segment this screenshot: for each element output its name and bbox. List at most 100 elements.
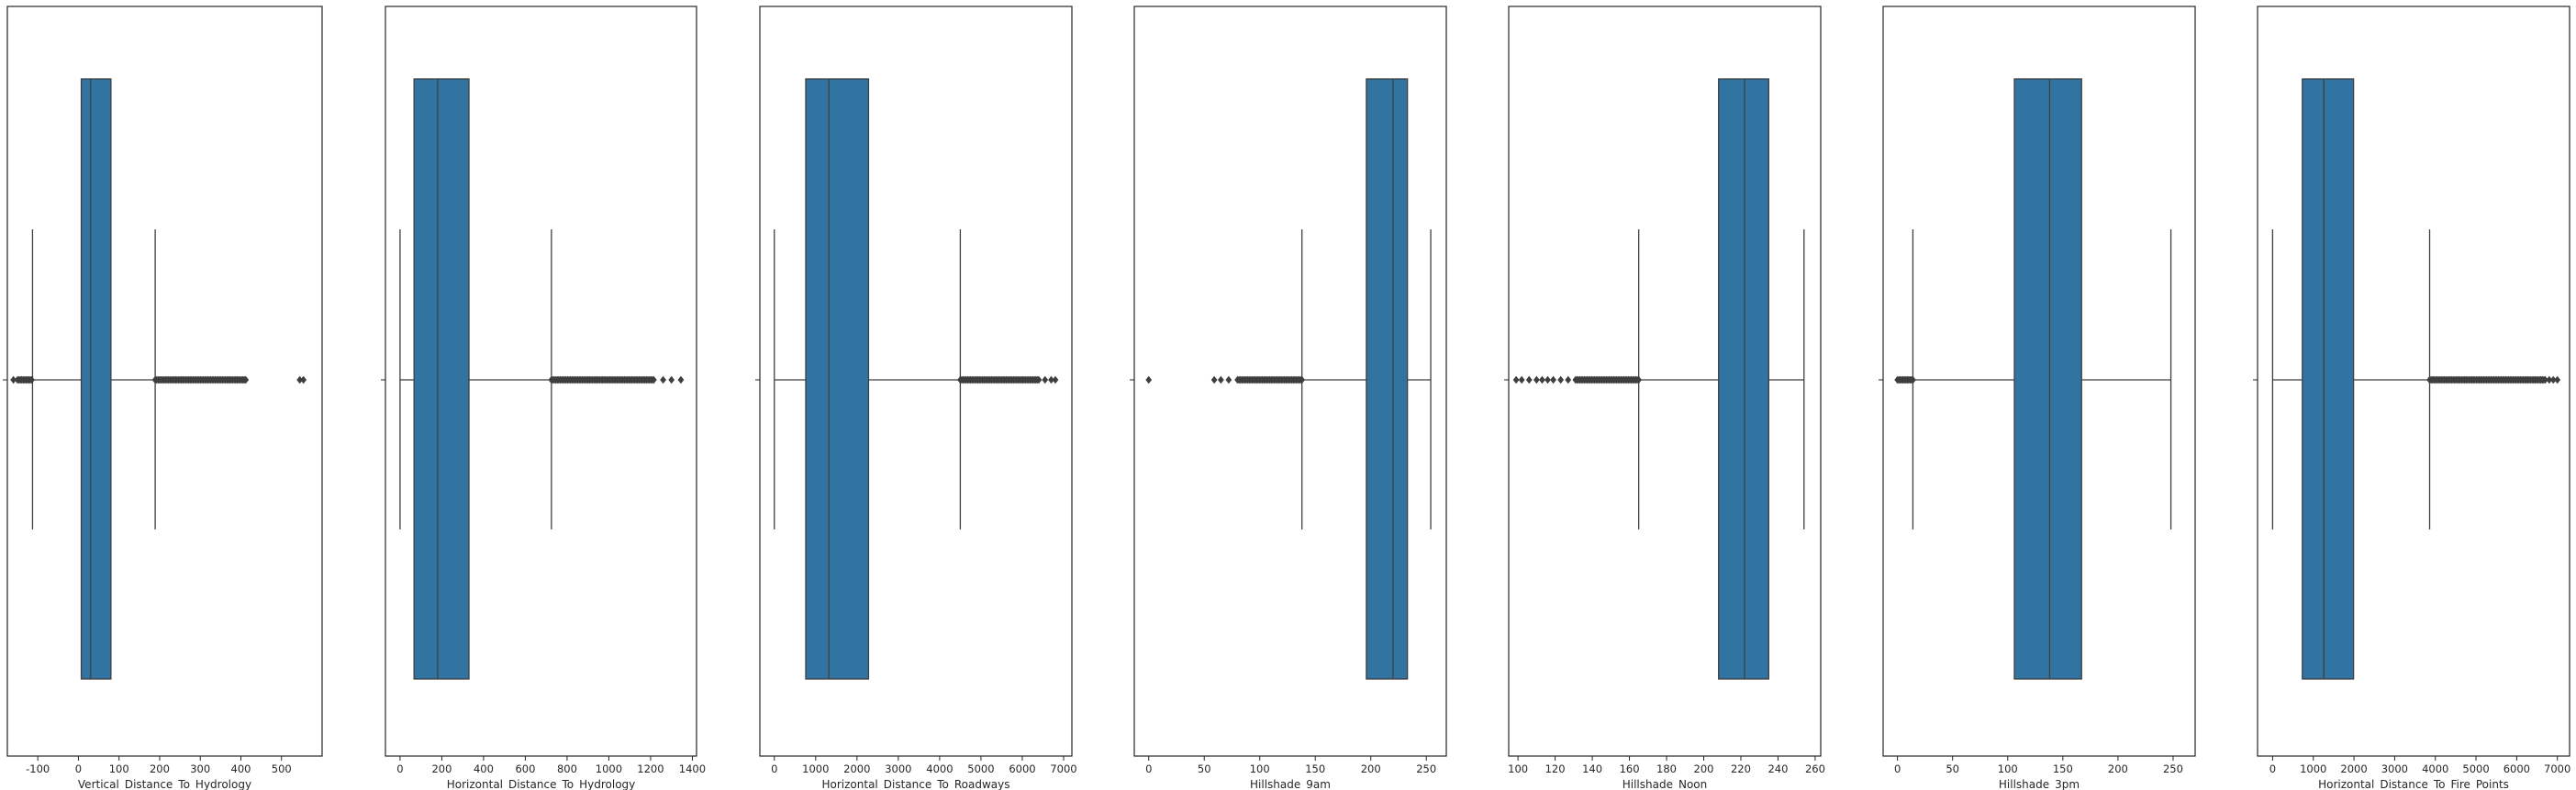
x-axis-label: Vertical_Distance_To_Hydrology xyxy=(78,778,251,790)
x-tick-label: 0 xyxy=(2269,762,2276,775)
outlier-point xyxy=(1299,375,1306,384)
x-tick-label: 2000 xyxy=(843,762,870,775)
outlier-point xyxy=(1217,375,1224,384)
boxplot-panel: 0 1000 2000 3000 4000 5000 6000 7000 Horizontal_… xyxy=(755,6,1077,790)
x-tick-label: 250 xyxy=(2163,762,2183,775)
iqr-box xyxy=(2013,78,2082,680)
x-tick-label: 100 xyxy=(1998,762,2018,775)
outlier-point xyxy=(1550,375,1556,384)
x-tick-label: 1000 xyxy=(802,762,829,775)
outlier-point xyxy=(2542,375,2548,384)
x-tick-label: 220 xyxy=(1731,762,1751,775)
axes-frame xyxy=(385,6,697,757)
x-axis-label: Horizontal_Distance_To_Hydrology xyxy=(447,778,636,790)
outlier-point xyxy=(1052,375,1059,384)
iqr-box xyxy=(1366,78,1409,680)
iqr-box xyxy=(413,78,470,680)
boxplot-panel: -100 0 100 200 300 400 500 Vertical_Distance_To… xyxy=(3,6,323,790)
outlier-point xyxy=(1035,375,1043,384)
outlier-point xyxy=(1565,375,1572,384)
x-tick-label: 4000 xyxy=(926,762,953,775)
x-tick-label: 5000 xyxy=(967,762,994,775)
outlier-point xyxy=(1210,375,1218,384)
x-tick-label: 140 xyxy=(1582,762,1602,775)
x-tick-label: 160 xyxy=(1620,762,1640,775)
x-tick-label: 150 xyxy=(2053,762,2073,775)
x-tick-label: 200 xyxy=(2108,762,2128,775)
iqr-box xyxy=(805,78,870,680)
outlier-point xyxy=(1512,375,1520,384)
x-tick-label: 1200 xyxy=(637,762,664,775)
outlier-point xyxy=(1557,375,1565,384)
x-tick-label: 150 xyxy=(1305,762,1325,775)
x-tick-label: 200 xyxy=(1694,762,1714,775)
x-tick-label: 400 xyxy=(231,762,251,775)
boxplot-panel: 0 50 100 150 200 250 Hillshade_9am xyxy=(1130,6,1447,790)
iqr-box xyxy=(80,78,112,680)
outlier-point xyxy=(660,375,666,384)
x-tick-label: 800 xyxy=(557,762,577,775)
outlier-point xyxy=(28,375,35,384)
outlier-point xyxy=(668,375,675,384)
outlier-point xyxy=(242,375,250,384)
outlier-point xyxy=(1539,375,1545,384)
x-tick-label: 0 xyxy=(771,762,777,775)
x-tick-label: 260 xyxy=(1805,762,1825,775)
outlier-point xyxy=(2549,375,2557,384)
axes-frame xyxy=(1882,6,2196,757)
x-tick-label: 0 xyxy=(1894,762,1901,775)
boxplot-panel: 0 50 100 150 200 250 Hillshade_3pm xyxy=(1879,6,2196,790)
x-tick-label: 3000 xyxy=(2381,762,2408,775)
x-tick-label: -100 xyxy=(26,762,50,775)
x-tick-label: 600 xyxy=(515,762,535,775)
x-tick-label: 2000 xyxy=(2340,762,2367,775)
x-tick-label: 400 xyxy=(474,762,494,775)
outlier-point xyxy=(1048,375,1054,384)
x-tick-label: 0 xyxy=(75,762,82,775)
x-tick-label: 250 xyxy=(1416,762,1436,775)
x-tick-label: 6000 xyxy=(2504,762,2530,775)
boxplot-panel: 0 1000 2000 3000 4000 5000 6000 7000 Horizontal_… xyxy=(2253,6,2570,790)
x-tick-label: 200 xyxy=(1361,762,1381,775)
x-axis-label: Hillshade_Noon xyxy=(1623,778,1708,790)
axes-frame xyxy=(1508,6,1822,757)
x-tick-label: 1000 xyxy=(2300,762,2326,775)
x-tick-label: 0 xyxy=(396,762,403,775)
boxplot-panel: 0 200 400 600 800 1000 1200 1400 Horizontal_Dist… xyxy=(381,6,706,790)
axes-frame xyxy=(759,6,1073,757)
outlier-point xyxy=(677,375,685,384)
x-tick-label: 100 xyxy=(1250,762,1270,775)
x-tick-label: 1400 xyxy=(679,762,706,775)
outlier-point xyxy=(1518,375,1525,384)
x-tick-label: 3000 xyxy=(885,762,911,775)
x-tick-label: 120 xyxy=(1545,762,1566,775)
outlier-point xyxy=(1544,375,1551,384)
x-tick-label: 0 xyxy=(1145,762,1152,775)
x-tick-label: 240 xyxy=(1768,762,1788,775)
iqr-box xyxy=(1718,78,1769,680)
x-tick-label: 7000 xyxy=(2544,762,2570,775)
x-tick-label: 500 xyxy=(272,762,292,775)
outlier-point xyxy=(1225,375,1232,384)
x-tick-label: 100 xyxy=(109,762,129,775)
x-axis-label: Hillshade_9am xyxy=(1250,778,1331,790)
x-tick-label: 100 xyxy=(1508,762,1528,775)
axes-frame xyxy=(6,6,323,757)
boxplot-panel: 100 120 140 160 180 200 220 240 260 Hillshade_Noo… xyxy=(1504,6,1825,790)
outlier-point xyxy=(1533,375,1540,384)
outlier-point xyxy=(650,375,657,384)
outlier-point xyxy=(1042,375,1049,384)
outlier-point xyxy=(1635,375,1643,384)
outlier-point xyxy=(10,375,17,384)
axes-frame xyxy=(1133,6,1447,757)
x-tick-label: 50 xyxy=(1198,762,1211,775)
outlier-point xyxy=(300,375,307,384)
x-axis-label: Hillshade_3pm xyxy=(1999,778,2080,790)
iqr-box xyxy=(2302,78,2355,680)
x-axis-label: Horizontal_Distance_To_Roadways xyxy=(821,778,1009,790)
axes-frame xyxy=(2257,6,2570,757)
outlier-point xyxy=(2546,375,2553,384)
x-tick-label: 300 xyxy=(190,762,210,775)
x-axis-label: Horizontal_Distance_To_Fire_Points xyxy=(2318,778,2509,790)
